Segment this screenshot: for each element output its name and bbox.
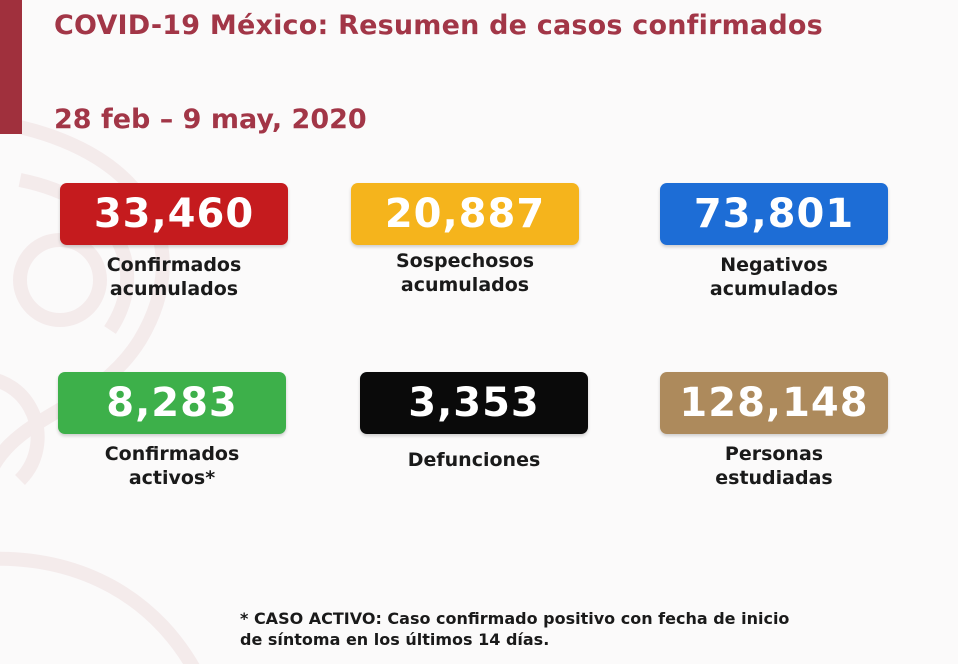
footnote-line2: de síntoma en los últimos 14 días. [240,630,550,649]
footnote: * CASO ACTIVO: Caso confirmado positivo … [240,608,789,650]
accent-bar [0,0,22,134]
stat-label: Personas estudiadas [660,442,888,490]
stat-value-box: 128,148 [660,372,888,434]
stat-value-box: 33,460 [60,183,288,245]
stat-label-line2: acumulados [400,274,530,296]
stat-label-line2: estudiadas [715,467,833,489]
stat-value-box: 3,353 [360,372,588,434]
stat-value-box: 20,887 [351,183,579,245]
stat-activos: 8,283 Confirmados activos* [58,372,286,490]
footnote-line1: * CASO ACTIVO: Caso confirmado positivo … [240,609,790,628]
stat-confirmados: 33,460 Confirmados acumulados [60,183,288,301]
stat-label-line2: activos* [128,467,216,489]
page-title: COVID-19 México: Resumen de casos confir… [54,10,823,41]
stat-label-line1: Personas [724,443,824,465]
stat-defunciones: 3,353 Defunciones [360,372,588,472]
stat-estudiadas: 128,148 Personas estudiadas [660,372,888,490]
stat-label-line1: Defunciones [407,449,541,471]
stat-label-line1: Confirmados [104,443,240,465]
stat-label-line2: acumulados [109,278,239,300]
stat-label: Confirmados activos* [58,442,286,490]
stat-label: Confirmados acumulados [60,253,288,301]
date-range: 28 feb – 9 may, 2020 [54,104,367,135]
stat-label: Defunciones [360,448,588,472]
stat-label-line1: Negativos [720,254,828,276]
stat-label-line1: Sospechosos [395,250,535,272]
stat-label: Negativos acumulados [660,253,888,301]
stat-label: Sospechosos acumulados [351,249,579,297]
stat-sospechosos: 20,887 Sospechosos acumulados [351,183,579,297]
stat-label-line2: acumulados [709,278,839,300]
stat-value-box: 73,801 [660,183,888,245]
stat-value-box: 8,283 [58,372,286,434]
stat-negativos: 73,801 Negativos acumulados [660,183,888,301]
stat-label-line1: Confirmados [106,254,242,276]
